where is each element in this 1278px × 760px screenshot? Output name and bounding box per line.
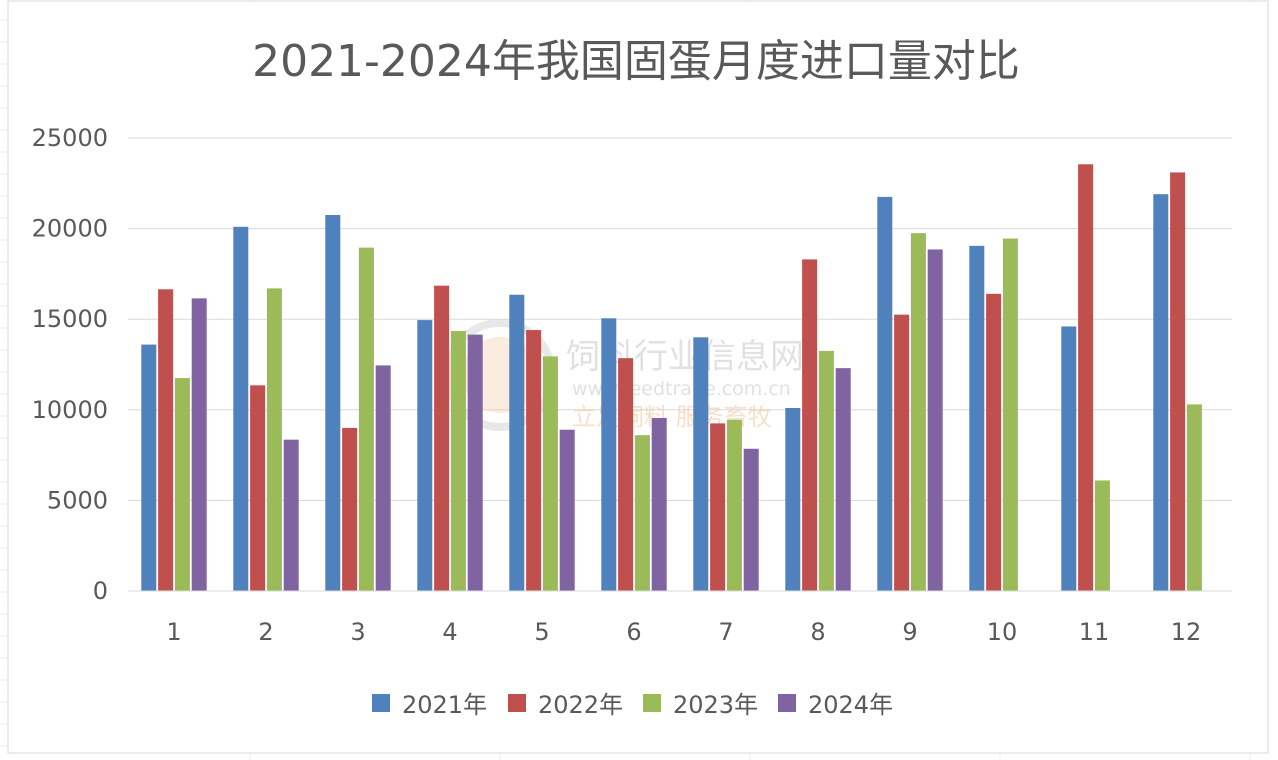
x-tick-label: 4 [442,618,457,646]
bar-2023-month-7 [726,419,742,591]
bar-2023-month-11 [1094,480,1110,591]
x-tick-label: 1 [166,618,181,646]
legend-label: 2022年 [538,691,623,719]
bar-2023-month-10 [1002,238,1018,592]
bar-2022-month-8 [802,259,818,591]
x-tick-label: 6 [626,618,641,646]
legend-label: 2021年 [402,691,487,719]
x-tick-label: 8 [810,618,825,646]
legend-swatch-2024 [778,694,796,712]
bar-2023-month-4 [450,330,466,591]
x-tick-label: 7 [718,618,733,646]
bar-2024-month-9 [927,249,943,592]
bar-2022-month-9 [894,314,910,591]
bar-2021-month-11 [1061,326,1077,591]
x-tick-label: 9 [902,618,917,646]
x-tick-label: 11 [1079,618,1110,646]
bar-2023-month-6 [634,435,650,591]
y-tick-label: 15000 [32,305,108,333]
bar-2022-month-4 [434,285,450,591]
bar-2023-month-2 [266,288,282,591]
bar-2022-month-12 [1170,172,1186,592]
bar-2021-month-2 [233,226,249,591]
legend-label: 2023年 [673,691,758,719]
bar-2021-month-5 [509,294,525,591]
bar-2021-month-4 [417,320,433,591]
y-tick-label: 25000 [32,124,108,152]
bar-2022-month-1 [158,289,174,591]
x-tick-label: 3 [350,618,365,646]
bar-2023-month-9 [910,233,926,591]
y-tick-label: 5000 [47,486,108,514]
bar-2024-month-1 [191,298,207,591]
bar-2021-month-1 [141,344,157,591]
bar-2021-month-10 [969,245,985,591]
bar-2024-month-4 [467,334,483,591]
legend-swatch-2023 [643,694,661,712]
bar-2021-month-6 [601,318,617,591]
bar-2023-month-3 [358,247,374,591]
chart-title: 2021-2024年我国固蛋月度进口量对比 [252,36,1020,87]
bars [141,164,1202,592]
bar-2024-month-7 [743,448,759,591]
bar-2024-month-8 [835,368,851,591]
x-tick-label: 2 [258,618,273,646]
x-tick-label: 12 [1171,618,1202,646]
chart-area [7,0,1269,754]
gridlines [128,137,1232,501]
bar-2021-month-7 [693,337,709,591]
legend-swatch-2022 [508,694,526,712]
x-axis-labels: 1 2 3 4 5 6 7 8 9 10 11 12 [166,618,1201,646]
bar-2021-month-3 [325,215,341,591]
y-tick-label: 20000 [32,215,108,243]
x-tick-label: 5 [534,618,549,646]
bar-2022-month-10 [986,293,1002,591]
bar-2023-month-8 [818,350,834,591]
bar-2024-month-3 [375,365,391,591]
y-tick-label: 10000 [32,396,108,424]
bar-2024-month-2 [283,439,299,591]
bar-2021-month-12 [1153,194,1169,591]
x-tick-label: 10 [987,618,1018,646]
bar-2021-month-9 [877,196,893,591]
bar-2022-month-2 [250,385,266,591]
bar-2022-month-7 [710,423,726,591]
legend-swatch-2021 [372,694,390,712]
y-axis-labels: 0 5000 10000 15000 20000 25000 [32,124,108,605]
bar-2022-month-6 [618,358,634,591]
bar-2023-month-5 [542,356,558,591]
bar-2023-month-1 [174,378,190,591]
bar-2022-month-11 [1078,164,1094,592]
legend-label: 2024年 [808,691,893,719]
bar-2022-month-3 [342,427,358,591]
y-tick-label: 0 [93,577,108,605]
bar-2021-month-8 [785,407,801,591]
bar-2024-month-5 [559,429,575,591]
bar-2024-month-6 [651,417,667,591]
legend: 2021年 2022年 2023年 2024年 [372,691,893,719]
bar-2022-month-5 [526,330,542,591]
bar-2023-month-12 [1186,404,1202,591]
